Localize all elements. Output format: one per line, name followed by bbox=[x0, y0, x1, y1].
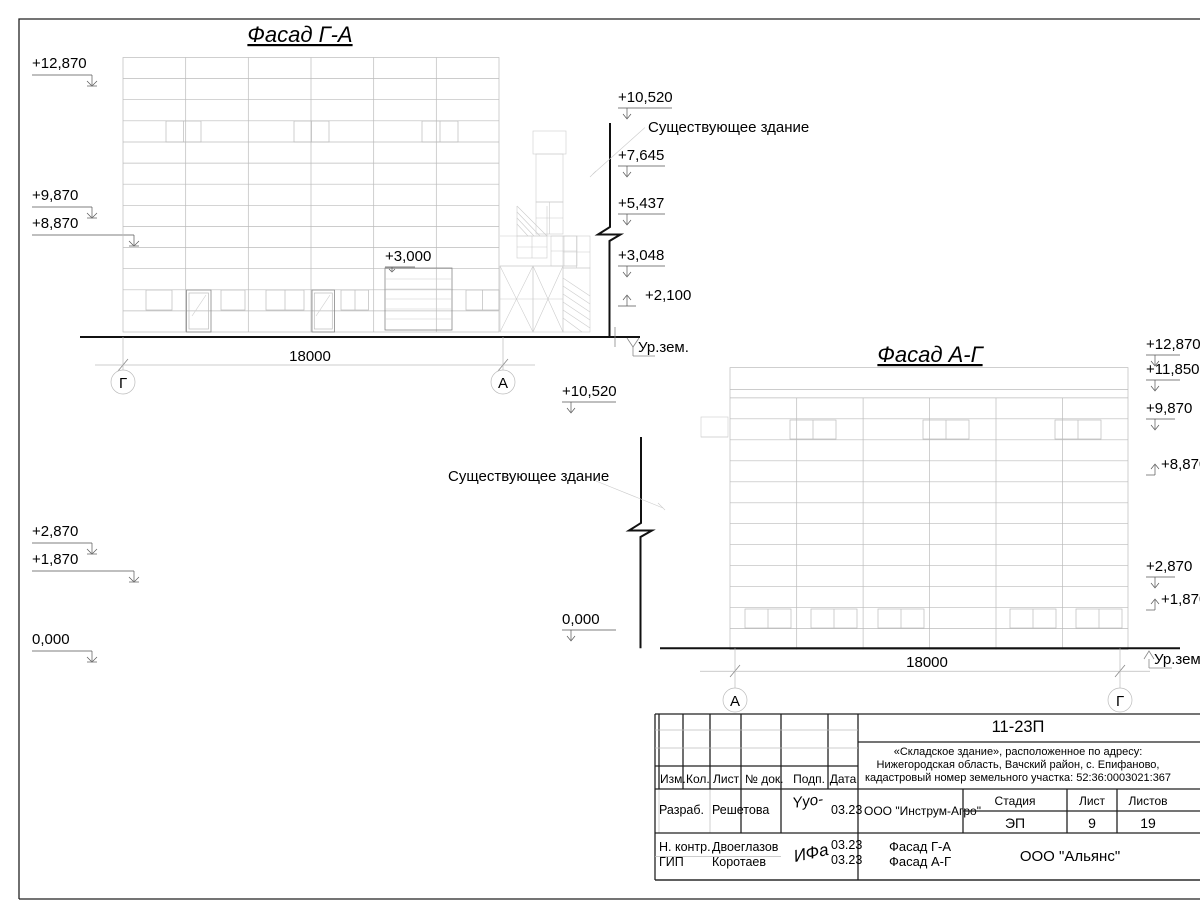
svg-text:Фасад А-Г: Фасад А-Г bbox=[889, 854, 951, 869]
svg-text:Разраб.: Разраб. bbox=[659, 803, 704, 817]
svg-text:+2,870: +2,870 bbox=[32, 523, 78, 540]
svg-text:+8,870: +8,870 bbox=[1161, 456, 1200, 473]
svg-text:Стадия: Стадия bbox=[995, 794, 1036, 808]
svg-text:+9,870: +9,870 bbox=[32, 187, 78, 204]
svg-text:А: А bbox=[498, 375, 508, 392]
svg-text:Существующее здание: Существующее здание bbox=[448, 468, 609, 485]
svg-text:кадастровый номер земельного у: кадастровый номер земельного участка: 52… bbox=[865, 772, 1171, 784]
svg-text:Двоеглазов: Двоеглазов bbox=[712, 840, 779, 854]
svg-text:Подп.: Подп. bbox=[793, 772, 825, 786]
svg-text:ООО "Альянс": ООО "Альянс" bbox=[1020, 848, 1120, 865]
svg-text:+8,870: +8,870 bbox=[32, 215, 78, 232]
svg-text:Фасад Г-А: Фасад Г-А bbox=[889, 839, 951, 854]
svg-text:19: 19 bbox=[1140, 815, 1156, 831]
svg-text:18000: 18000 bbox=[906, 654, 948, 671]
svg-text:+7,645: +7,645 bbox=[618, 147, 664, 164]
svg-text:0,000: 0,000 bbox=[32, 631, 70, 648]
svg-text:Существующее здание: Существующее здание bbox=[648, 119, 809, 136]
svg-text:Дата: Дата bbox=[830, 772, 857, 786]
svg-text:18000: 18000 bbox=[289, 348, 331, 365]
svg-text:+2,870: +2,870 bbox=[1146, 558, 1192, 575]
svg-text:+10,520: +10,520 bbox=[562, 383, 617, 400]
svg-text:Ур.зем.: Ур.зем. bbox=[1154, 651, 1200, 668]
svg-text:11-23П: 11-23П bbox=[992, 718, 1045, 736]
svg-text:+11,850: +11,850 bbox=[1146, 361, 1200, 378]
svg-text:Ур.зем.: Ур.зем. bbox=[638, 339, 689, 356]
svg-text:0,000: 0,000 bbox=[562, 611, 600, 628]
svg-text:+2,100: +2,100 bbox=[645, 287, 691, 304]
svg-text:+12,870: +12,870 bbox=[1146, 336, 1200, 353]
svg-text:№ док.: № док. bbox=[745, 772, 783, 786]
svg-text:Нижегородская область, Вачский: Нижегородская область, Вачский район, с.… bbox=[877, 759, 1160, 771]
svg-text:Коротаев: Коротаев bbox=[712, 855, 766, 869]
svg-text:Кол.: Кол. bbox=[686, 772, 710, 786]
svg-text:Фасад Г-А: Фасад Г-А bbox=[247, 22, 352, 47]
svg-text:+10,520: +10,520 bbox=[618, 89, 673, 106]
svg-text:+5,437: +5,437 bbox=[618, 195, 664, 212]
svg-text:+12,870: +12,870 bbox=[32, 55, 87, 72]
svg-text:ЭП: ЭП bbox=[1005, 815, 1025, 831]
svg-text:+3,000: +3,000 bbox=[385, 248, 431, 265]
svg-text:ГИП: ГИП bbox=[659, 855, 684, 869]
svg-text:9: 9 bbox=[1088, 815, 1096, 831]
svg-text:Г: Г bbox=[119, 375, 127, 392]
svg-text:+3,048: +3,048 bbox=[618, 247, 664, 264]
svg-text:03.23: 03.23 bbox=[831, 853, 862, 867]
svg-text:03.23: 03.23 bbox=[831, 803, 862, 817]
svg-text:Г: Г bbox=[1116, 693, 1124, 710]
svg-text:Фасад А-Г: Фасад А-Г bbox=[877, 342, 984, 367]
svg-text:Лист: Лист bbox=[713, 772, 740, 786]
svg-text:Yyo-: Yyo- bbox=[791, 791, 824, 812]
svg-text:+9,870: +9,870 bbox=[1146, 400, 1192, 417]
svg-text:Н. контр.: Н. контр. bbox=[659, 840, 711, 854]
svg-text:03.23: 03.23 bbox=[831, 838, 862, 852]
svg-text:+1,870: +1,870 bbox=[32, 551, 78, 568]
svg-text:Лист: Лист bbox=[1079, 794, 1106, 808]
svg-text:+1,870: +1,870 bbox=[1161, 591, 1200, 608]
svg-text:ИФа: ИФа bbox=[792, 840, 830, 866]
svg-text:«Складское здание», расположен: «Складское здание», расположенное по адр… bbox=[894, 746, 1143, 758]
svg-text:Решетова: Решетова bbox=[712, 803, 769, 817]
svg-text:Изм.: Изм. bbox=[660, 772, 686, 786]
svg-text:А: А bbox=[730, 693, 740, 710]
svg-text:Листов: Листов bbox=[1129, 794, 1168, 808]
